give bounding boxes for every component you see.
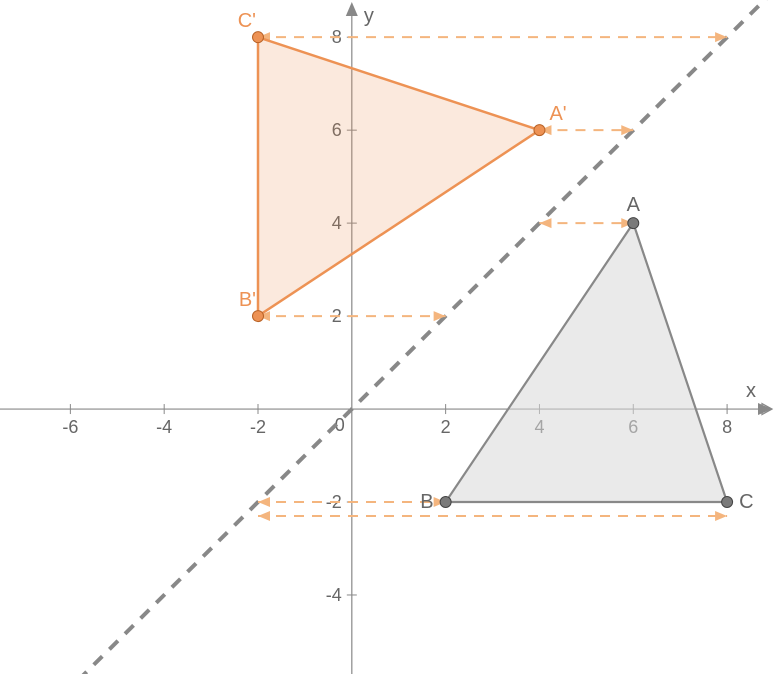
image-point-C (253, 32, 264, 43)
original-label-C: C (739, 491, 753, 513)
image-point-B (253, 311, 264, 322)
original-triangle (446, 223, 727, 502)
image-label-B: B' (239, 289, 256, 311)
x-axis-label: x (746, 380, 756, 402)
image-label-C: C' (238, 10, 256, 32)
image-point-A (534, 125, 545, 136)
geometry-plot: xy-6-4-22468-4-224680ABCA'B'C' (0, 0, 774, 674)
x-tick-label: -4 (156, 417, 172, 437)
original-point-B (440, 497, 451, 508)
y-tick-label: -4 (326, 585, 342, 605)
x-tick-label: -6 (62, 417, 78, 437)
x-tick-label: 2 (441, 417, 451, 437)
image-label-A: A' (549, 103, 566, 125)
x-tick-label: -2 (250, 417, 266, 437)
image-triangle (258, 37, 539, 316)
original-label-B: B (420, 491, 433, 513)
original-point-A (628, 218, 639, 229)
x-tick-label: 8 (722, 417, 732, 437)
original-label-A: A (627, 194, 641, 216)
original-point-C (722, 497, 733, 508)
y-axis-label: y (364, 5, 374, 27)
